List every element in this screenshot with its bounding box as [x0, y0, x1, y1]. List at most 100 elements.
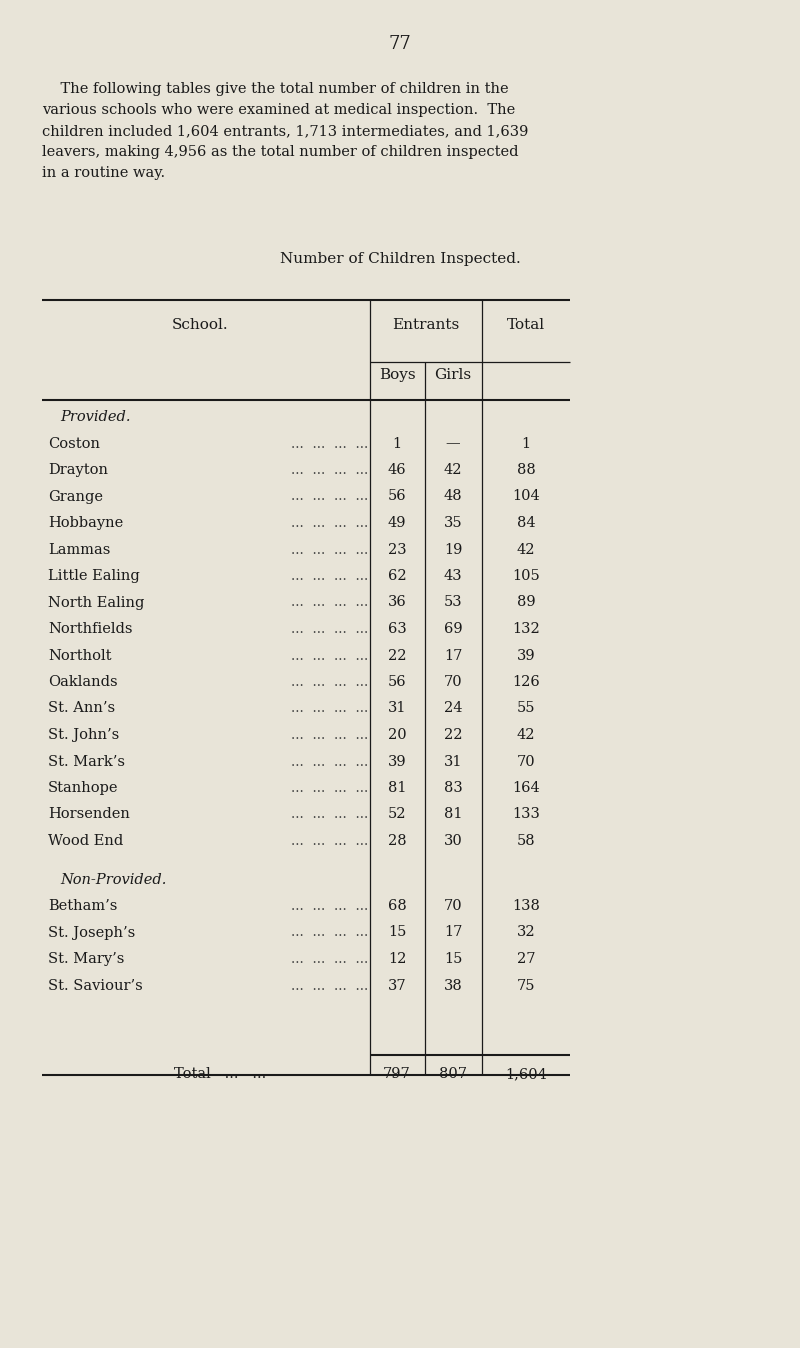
- Text: 56: 56: [388, 489, 406, 504]
- Text: 28: 28: [388, 834, 406, 848]
- Text: Provided.: Provided.: [60, 410, 130, 425]
- Text: 62: 62: [388, 569, 406, 582]
- Text: ...  ...  ...  ...: ... ... ... ...: [290, 648, 368, 662]
- Text: 27: 27: [517, 952, 535, 967]
- Text: 42: 42: [444, 462, 462, 477]
- Text: 797: 797: [383, 1068, 411, 1081]
- Text: 22: 22: [444, 728, 462, 741]
- Text: 88: 88: [517, 462, 535, 477]
- Text: ...  ...  ...  ...: ... ... ... ...: [290, 596, 368, 609]
- Text: in a routine way.: in a routine way.: [42, 166, 165, 181]
- Text: St. Saviour’s: St. Saviour’s: [48, 979, 142, 992]
- Text: 15: 15: [388, 926, 406, 940]
- Text: various schools who were examined at medical inspection.  The: various schools who were examined at med…: [42, 102, 515, 117]
- Text: ...  ...  ...  ...: ... ... ... ...: [290, 437, 368, 450]
- Text: 77: 77: [389, 35, 411, 53]
- Text: 15: 15: [444, 952, 462, 967]
- Text: 55: 55: [517, 701, 535, 716]
- Text: St. Joseph’s: St. Joseph’s: [48, 926, 135, 940]
- Text: St. Mark’s: St. Mark’s: [48, 755, 125, 768]
- Text: 17: 17: [444, 926, 462, 940]
- Text: 23: 23: [388, 542, 406, 557]
- Text: 42: 42: [517, 728, 535, 741]
- Text: 84: 84: [517, 516, 535, 530]
- Text: ...  ...  ...  ...: ... ... ... ...: [290, 755, 368, 768]
- Text: ...  ...  ...  ...: ... ... ... ...: [290, 728, 368, 741]
- Text: 807: 807: [439, 1068, 467, 1081]
- Text: 68: 68: [388, 899, 406, 913]
- Text: Number of Children Inspected.: Number of Children Inspected.: [280, 252, 520, 266]
- Text: 12: 12: [388, 952, 406, 967]
- Text: Wood End: Wood End: [48, 834, 123, 848]
- Text: 43: 43: [444, 569, 462, 582]
- Text: Oaklands: Oaklands: [48, 675, 118, 689]
- Text: 63: 63: [388, 621, 406, 636]
- Text: ...  ...  ...  ...: ... ... ... ...: [290, 542, 368, 557]
- Text: 17: 17: [444, 648, 462, 662]
- Text: Northfields: Northfields: [48, 621, 133, 636]
- Text: Hobbayne: Hobbayne: [48, 516, 123, 530]
- Text: 48: 48: [444, 489, 462, 504]
- Text: 81: 81: [388, 780, 406, 795]
- Text: 1: 1: [393, 437, 402, 450]
- Text: 20: 20: [388, 728, 406, 741]
- Text: ...  ...  ...  ...: ... ... ... ...: [290, 979, 368, 992]
- Text: St. John’s: St. John’s: [48, 728, 119, 741]
- Text: Grange: Grange: [48, 489, 103, 504]
- Text: 58: 58: [517, 834, 535, 848]
- Text: Northolt: Northolt: [48, 648, 111, 662]
- Text: 31: 31: [388, 701, 406, 716]
- Text: ...  ...  ...  ...: ... ... ... ...: [290, 926, 368, 940]
- Text: 164: 164: [512, 780, 540, 795]
- Text: 83: 83: [444, 780, 462, 795]
- Text: 126: 126: [512, 675, 540, 689]
- Text: 24: 24: [444, 701, 462, 716]
- Text: —: —: [446, 437, 460, 450]
- Text: Girls: Girls: [434, 368, 471, 381]
- Text: ...  ...  ...  ...: ... ... ... ...: [290, 899, 368, 913]
- Text: 1: 1: [522, 437, 530, 450]
- Text: 56: 56: [388, 675, 406, 689]
- Text: ...  ...  ...  ...: ... ... ... ...: [290, 516, 368, 530]
- Text: ...  ...  ...  ...: ... ... ... ...: [290, 621, 368, 636]
- Text: ...  ...  ...  ...: ... ... ... ...: [290, 569, 368, 582]
- Text: 132: 132: [512, 621, 540, 636]
- Text: ...  ...  ...  ...: ... ... ... ...: [290, 701, 368, 716]
- Text: 49: 49: [388, 516, 406, 530]
- Text: 38: 38: [444, 979, 462, 992]
- Text: 22: 22: [388, 648, 406, 662]
- Text: Entrants: Entrants: [392, 318, 460, 332]
- Text: ...  ...  ...  ...: ... ... ... ...: [290, 489, 368, 504]
- Text: 53: 53: [444, 596, 462, 609]
- Text: Lammas: Lammas: [48, 542, 110, 557]
- Text: Boys: Boys: [378, 368, 415, 381]
- Text: 70: 70: [444, 675, 462, 689]
- Text: ...  ...  ...  ...: ... ... ... ...: [290, 834, 368, 848]
- Text: 138: 138: [512, 899, 540, 913]
- Text: 32: 32: [517, 926, 535, 940]
- Text: North Ealing: North Ealing: [48, 596, 144, 609]
- Text: 39: 39: [517, 648, 535, 662]
- Text: 81: 81: [444, 807, 462, 821]
- Text: The following tables give the total number of children in the: The following tables give the total numb…: [42, 82, 509, 96]
- Text: Coston: Coston: [48, 437, 100, 450]
- Text: ...  ...  ...  ...: ... ... ... ...: [290, 807, 368, 821]
- Text: 105: 105: [512, 569, 540, 582]
- Text: Little Ealing: Little Ealing: [48, 569, 140, 582]
- Text: ...  ...  ...  ...: ... ... ... ...: [290, 952, 368, 967]
- Text: 39: 39: [388, 755, 406, 768]
- Text: School.: School.: [172, 318, 228, 332]
- Text: Non-Provided.: Non-Provided.: [60, 872, 166, 887]
- Text: Total: Total: [507, 318, 545, 332]
- Text: St. Ann’s: St. Ann’s: [48, 701, 115, 716]
- Text: 89: 89: [517, 596, 535, 609]
- Text: Betham’s: Betham’s: [48, 899, 118, 913]
- Text: leavers, making 4,956 as the total number of children inspected: leavers, making 4,956 as the total numbe…: [42, 146, 518, 159]
- Text: children included 1,604 entrants, 1,713 intermediates, and 1,639: children included 1,604 entrants, 1,713 …: [42, 124, 528, 137]
- Text: Total   ...   ...: Total ... ...: [174, 1068, 266, 1081]
- Text: 35: 35: [444, 516, 462, 530]
- Text: 1,604: 1,604: [505, 1068, 547, 1081]
- Text: Drayton: Drayton: [48, 462, 108, 477]
- Text: 31: 31: [444, 755, 462, 768]
- Text: ...  ...  ...  ...: ... ... ... ...: [290, 780, 368, 795]
